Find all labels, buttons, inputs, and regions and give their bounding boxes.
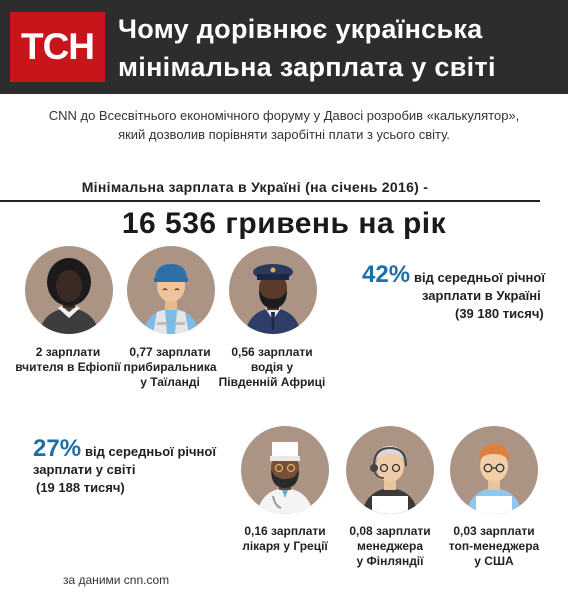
comparison-caption-3: 0,56 зарплати водія у Південній Африці (217, 345, 327, 390)
caption-6-line-3: у США (474, 554, 514, 568)
source-note: за даними cnn.com (63, 573, 170, 587)
intro-line-1: CNN до Всесвітнього економічного форуму … (48, 108, 520, 123)
stat-ukraine-percent: 42% (362, 261, 411, 288)
page-title: Чому дорівнює українська мінімальна зарп… (118, 10, 558, 86)
comparison-caption-5: 0,08 зарплати менеджера у Фінляндії (335, 524, 445, 569)
greek-doctor-icon (241, 426, 329, 514)
caption-5-line-2: менеджера (356, 539, 424, 553)
header-banner: ТСН Чому дорівнює українська мінімальна … (0, 0, 568, 94)
stat-world-text2: зарплати у світі (33, 462, 136, 477)
stat-ukraine-text1: від середньої річної (414, 270, 545, 285)
caption-2-line-1: 0,77 зарплати (129, 345, 211, 359)
caption-3-line-2: водія у (250, 360, 294, 374)
tsn-logo-text: ТСН (20, 26, 95, 67)
intro-text: CNN до Всесвітнього економічного форуму … (20, 106, 548, 144)
minwage-amount: 16 536 гривень на рік (121, 207, 447, 240)
caption-4-line-1: 0,16 зарплати (244, 524, 326, 538)
stat-ukraine: 42% від середньої річної зарплати в Украї… (362, 263, 562, 323)
stat-ukraine-sum: (39 180 тисяч) (455, 306, 544, 321)
stat-world-sum: (19 188 тисяч) (36, 480, 125, 495)
stat-ukraine-text2: зарплати в Україні (422, 288, 541, 303)
caption-1-line-1: 2 зарплати (35, 345, 101, 359)
comparison-caption-6: 0,03 зарплати топ-менеджера у США (439, 524, 549, 569)
intro-line-2: який дозволив порівняти заробітні плати … (118, 127, 450, 142)
stat-world-percent: 27% (33, 435, 82, 462)
caption-1-line-2: вчителя в Ефіопії (15, 360, 121, 374)
title-line-2: мінімальна зарплата у світі (118, 52, 496, 82)
us-top-manager-icon (450, 426, 538, 514)
comparison-caption-4: 0,16 зарплати лікаря у Греції (230, 524, 340, 554)
caption-6-line-2: топ-менеджера (448, 539, 540, 553)
minwage-label: Мінімальна зарплата в Україні (на січень… (81, 179, 429, 195)
stat-world: 27% від середньої річної зарплати у світі… (33, 437, 233, 497)
comparison-caption-1: 2 зарплати вчителя в Ефіопії (13, 345, 123, 375)
stat-world-text1: від середньої річної (85, 444, 216, 459)
thai-cleaner-icon (127, 246, 215, 334)
caption-4-line-2: лікаря у Греції (242, 539, 328, 553)
caption-2-line-3: у Таїланді (140, 375, 200, 389)
caption-3-line-1: 0,56 зарплати (231, 345, 313, 359)
south-african-driver-icon (229, 246, 317, 334)
caption-5-line-1: 0,08 зарплати (349, 524, 431, 538)
comparison-caption-2: 0,77 зарплати прибиральника у Таїланді (115, 345, 225, 390)
caption-3-line-3: Південній Африці (218, 375, 326, 389)
caption-2-line-2: прибиральника (123, 360, 217, 374)
title-line-1: Чому дорівнює українська (118, 14, 483, 44)
finnish-manager-icon (346, 426, 434, 514)
divider (0, 200, 540, 202)
caption-6-line-1: 0,03 зарплати (453, 524, 535, 538)
tsn-logo: ТСН (10, 12, 105, 82)
ethiopian-teacher-icon (25, 246, 113, 334)
caption-5-line-3: у Фінляндії (356, 554, 424, 568)
